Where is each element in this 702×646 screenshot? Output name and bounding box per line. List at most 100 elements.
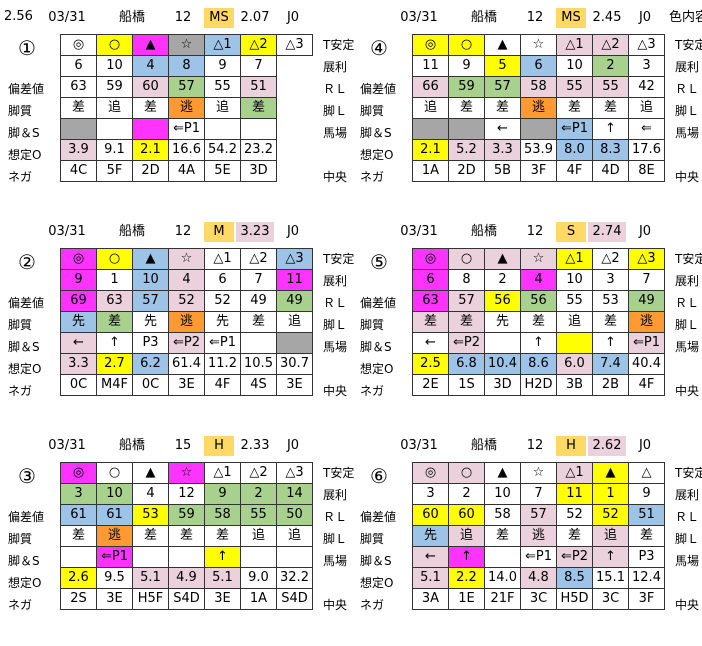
row-label: 馬場 [323,554,348,568]
grid-cell: 8 [448,269,485,291]
row-label [323,572,354,594]
grid-cell: 差 [168,525,205,547]
grid-cell: ☆ [168,248,205,270]
grid-cell: 逃 [96,525,133,547]
grid-cell: ▲ [484,462,521,484]
table-row: ⇐P1 [60,118,313,140]
grid-cell: 差 [60,97,97,119]
grid-cell: △1 [556,462,593,484]
grid-cell: 2D [132,160,169,182]
race-count: 15 [174,438,192,453]
grid-cell: 1A [240,588,277,610]
grid-cell: ○ [448,462,485,484]
grid-cell: ↑ [448,546,485,568]
row-labels-right: T安定 展利 ＲＬ 脚Ｌ 馬場 中央 [675,34,702,188]
grid-cell: 55 [556,76,593,98]
row-labels-left: 偏差値 脚質 脚＆S 想定O ネガ [360,462,396,616]
grid-cell: 10 [484,483,521,505]
grid-cell: 3E [276,374,313,396]
grid-cell: 差 [520,311,557,333]
row-label: 中央 [323,170,348,184]
grid-cell: 差 [132,97,169,119]
row-labels-right: T安定 展利 ＲＬ 脚Ｌ 馬場 中央 [323,248,354,402]
grid-cell: 差 [628,525,665,547]
grid-cell: 61 [60,504,97,526]
row-label: 想定O [360,576,394,590]
grid-cell: 53 [132,504,169,526]
grid-cell: 15.1 [592,567,629,589]
grid-cell: △1 [556,248,593,270]
row-label: 偏差値 [360,296,397,310]
row-label: 展利 [323,60,348,74]
grid-cell: 9.1 [96,139,133,161]
row-label [360,484,396,506]
grid-cell: 先 [132,311,169,333]
grid-cell: 4 [168,269,205,291]
grid-cell: ◎ [412,462,449,484]
grid-cell: 差 [556,525,593,547]
row-label: ネガ [360,598,385,612]
grid-cell: 9 [204,55,241,77]
race-block: 03/31 船橋 12 H 2.62 J0 ⑥ 偏差値 脚質 脚＆S 想定O ネガ T安定 展利 ＲＬ 脚Ｌ 馬… [352,436,702,646]
grid-cell: 逃 [520,97,557,119]
table-row: 5.1 2.2 14.0 4.8 8.5 15.1 12.4 [412,567,665,589]
table-row: 2.6 9.5 5.1 4.9 5.1 9.0 32.2 [60,567,313,589]
row-label: 馬場 [675,554,700,568]
row-label [360,248,396,270]
grid-cell: ◎ [412,34,449,56]
grid-cell: 17.6 [628,139,665,161]
grid-cell [168,546,205,568]
row-label: 脚質 [8,104,33,118]
race-grid: ◎ ○ ▲ ☆ △1 △2 △3 11 9 5 6 10 2 3 66 59 57 58 55 55 42 追差差逃差差追… [412,34,665,182]
row-label: 中央 [323,384,348,398]
grid-cell: 6.0 [556,353,593,375]
row-label: 脚質 [8,318,33,332]
grid-cell: 42 [628,76,665,98]
grid-cell: ⇐P1 [168,118,205,140]
grid-cell: 3E [168,374,205,396]
grid-cell: 4F [628,374,665,396]
row-label: 中央 [675,170,700,184]
grid-cell: 3.9 [60,139,97,161]
grid-cell: △2 [240,248,277,270]
grid-cell: 59 [96,76,133,98]
grid-cell [60,118,97,140]
grid-cell [132,546,169,568]
grid-cell: 8.3 [592,139,629,161]
table-row: 61 61 53 59 58 55 50 [60,504,313,526]
race-score: 2.45 [588,8,626,28]
grid-cell: 10 [96,483,133,505]
grid-cell: 55 [204,76,241,98]
grid-cell: 追 [204,97,241,119]
row-label: 脚＆S [8,340,40,354]
row-label: 偏差値 [8,82,45,96]
grid-cell: 55 [556,290,593,312]
race-jo: J0 [286,438,300,453]
grid-cell: 4 [520,269,557,291]
grid-cell: ↑ [592,118,629,140]
grid-cell: ▲ [484,34,521,56]
grid-cell [556,332,593,354]
grid-cell: 49 [276,290,313,312]
row-label: 想定O [360,362,394,376]
grid-cell: 9 [60,269,97,291]
race-grid: ◎ ○ ▲ ☆ △1 △2 △3 9 1 10 4 6 7 11 69 63 57 52 52 49 49 先差先逃先差追… [60,248,313,396]
grid-cell: 2.7 [96,353,133,375]
grid-cell: 57 [132,290,169,312]
table-row: 差追差逃追差 [60,97,313,119]
race-count: 12 [526,224,544,239]
grid-cell: 11 [276,269,313,291]
grid-cell: 0C [60,374,97,396]
grid-cell: 8.5 [556,567,593,589]
row-label [360,56,396,78]
race-grid: ◎ ○ ▲ ☆ △1 △2 △3 3 10 4 12 9 2 14 61 61 53 59 58 55 50 差逃差差差追… [60,462,313,610]
grid-cell: 追 [240,525,277,547]
grid-cell: ○ [96,34,133,56]
table-row: 4C 5F 2D 4A 5E 3D [60,160,313,182]
grid-cell: 53.9 [520,139,557,161]
row-label: ＲＬ [675,510,700,524]
race-date: 03/31 [400,438,438,453]
race-count: 12 [174,10,192,25]
row-label: 脚質 [8,532,33,546]
grid-cell: 56 [484,290,521,312]
